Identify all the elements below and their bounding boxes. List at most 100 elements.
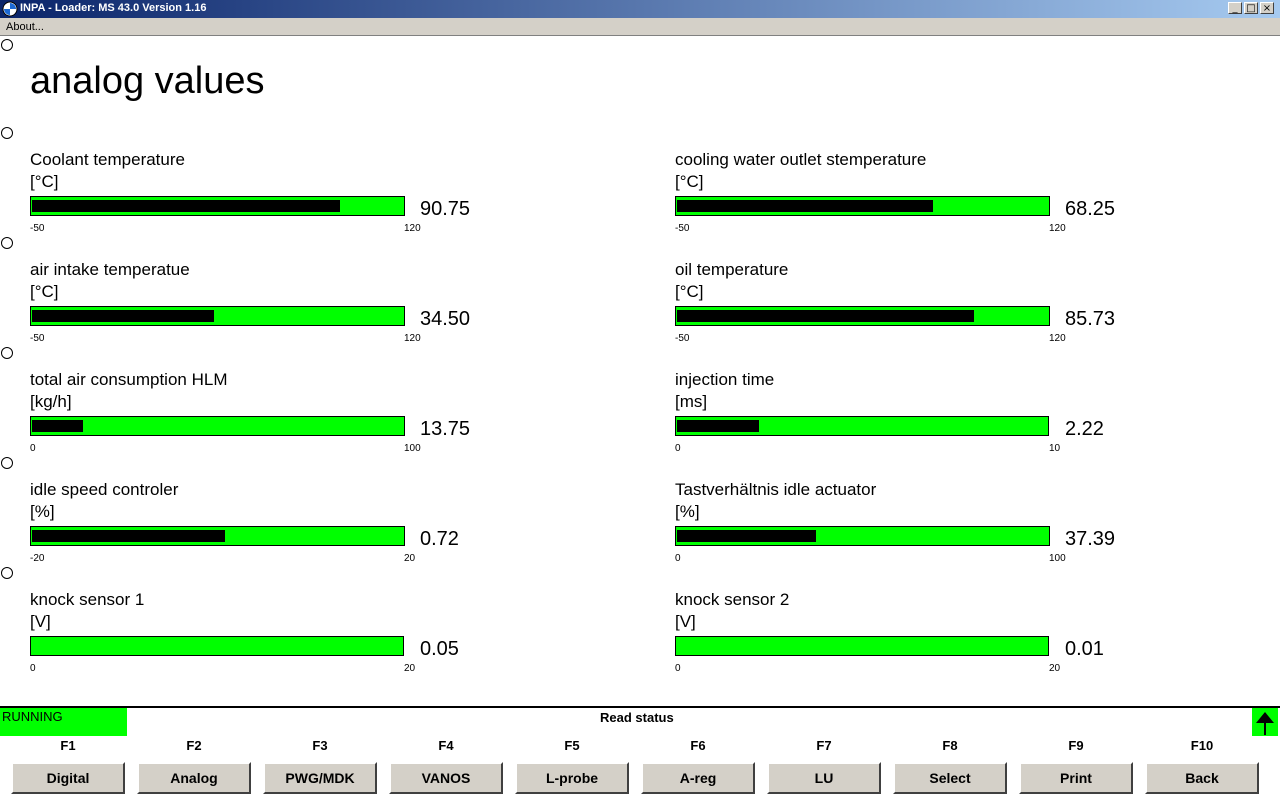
gauge-value: 34.50 bbox=[420, 308, 471, 330]
fkey-label-f7: F7 bbox=[816, 738, 832, 753]
gauge-value: 0.72 bbox=[420, 528, 459, 550]
pwg-mdk-button[interactable]: PWG/MDK bbox=[263, 762, 377, 794]
gauge-label: air intake temperatue bbox=[30, 260, 190, 279]
gauge-max: 20 bbox=[404, 553, 416, 564]
gauge-value: 0.05 bbox=[420, 638, 459, 660]
shift-button[interactable] bbox=[1252, 708, 1278, 736]
arrow-up-icon bbox=[1256, 712, 1274, 735]
gauge-max: 120 bbox=[1049, 223, 1066, 234]
analog-button[interactable]: Analog bbox=[137, 762, 251, 794]
vanos-button[interactable]: VANOS bbox=[389, 762, 503, 794]
digital-button[interactable]: Digital bbox=[11, 762, 125, 794]
fkey-label-f1: F1 bbox=[60, 738, 76, 753]
row-marker-icon bbox=[1, 127, 13, 139]
gauge-fill bbox=[32, 420, 83, 432]
gauge-min: 0 bbox=[675, 443, 681, 454]
row-marker-icon bbox=[1, 457, 13, 469]
gauge-max: 20 bbox=[404, 663, 416, 674]
select-button[interactable]: Select bbox=[893, 762, 1007, 794]
gauge-bar bbox=[30, 416, 405, 436]
gauge-value: 90.75 bbox=[420, 198, 471, 220]
gauge-air-intake-temperature: air intake temperatue [°C] 34.50 -50 120 bbox=[30, 260, 550, 360]
gauge-injection-time: injection time [ms] 2.22 0 10 bbox=[675, 370, 1195, 470]
gauge-min: 0 bbox=[675, 663, 681, 674]
fkey-label-f10: F10 bbox=[1190, 738, 1214, 753]
gauge-min: -50 bbox=[30, 223, 45, 234]
gauge-value: 2.22 bbox=[1065, 418, 1104, 440]
gauge-value: 37.39 bbox=[1065, 528, 1116, 550]
gauge-coolant-temperature: Coolant temperature [°C] 90.75 -50 120 bbox=[30, 150, 550, 250]
minimize-button[interactable]: _ bbox=[1228, 2, 1242, 14]
gauge-bar bbox=[30, 526, 405, 546]
gauge-bar bbox=[30, 306, 405, 326]
gauge-fill bbox=[32, 530, 225, 542]
gauge-label: total air consumption HLM bbox=[30, 370, 228, 389]
read-status-label: Read status bbox=[600, 710, 674, 725]
gauge-max: 100 bbox=[1049, 553, 1066, 564]
maximize-button[interactable]: □ bbox=[1244, 2, 1258, 14]
gauge-outlet-temperature: cooling water outlet stemperature [°C] 6… bbox=[675, 150, 1195, 250]
gauge-min: -50 bbox=[675, 333, 690, 344]
gauge-label: knock sensor 2 bbox=[675, 590, 790, 609]
gauge-bar bbox=[675, 636, 1049, 656]
gauge-unit: [ms] bbox=[675, 392, 708, 411]
fkey-label-f9: F9 bbox=[1068, 738, 1084, 753]
title-bar: INPA - Loader: MS 43.0 Version 1.16 _ □ … bbox=[0, 0, 1280, 18]
gauge-knock-sensor-1: knock sensor 1 [V] 0.05 0 20 bbox=[30, 590, 550, 690]
close-button[interactable]: × bbox=[1260, 2, 1274, 14]
window-title: INPA - Loader: MS 43.0 Version 1.16 bbox=[20, 2, 207, 14]
gauge-bar bbox=[675, 526, 1050, 546]
gauge-value: 13.75 bbox=[420, 418, 471, 440]
function-key-panel: RUNNING Read status F1 Digital F2 Analog… bbox=[0, 706, 1280, 800]
gauge-max: 20 bbox=[1049, 663, 1061, 674]
gauge-max: 120 bbox=[404, 223, 421, 234]
a-reg-button[interactable]: A-reg bbox=[641, 762, 755, 794]
gauge-label: oil temperature bbox=[675, 260, 789, 279]
gauge-label: knock sensor 1 bbox=[30, 590, 145, 609]
gauge-label: cooling water outlet stemperature bbox=[675, 150, 927, 169]
gauge-fill bbox=[677, 310, 974, 322]
fkey-label-f5: F5 bbox=[564, 738, 580, 753]
gauge-oil-temperature: oil temperature [°C] 85.73 -50 120 bbox=[675, 260, 1195, 360]
app-logo-icon bbox=[2, 1, 18, 17]
gauge-value: 68.25 bbox=[1065, 198, 1116, 220]
gauge-unit: [V] bbox=[30, 612, 51, 631]
row-marker-icon bbox=[1, 347, 13, 359]
menu-about[interactable]: About... bbox=[6, 21, 44, 33]
gauge-min: -20 bbox=[30, 553, 45, 564]
row-marker-icon bbox=[1, 39, 13, 51]
gauge-bar bbox=[675, 196, 1050, 216]
gauge-min: -50 bbox=[30, 333, 45, 344]
gauge-unit: [%] bbox=[30, 502, 55, 521]
gauge-bar bbox=[30, 196, 405, 216]
fkey-label-f4: F4 bbox=[438, 738, 454, 753]
lu-button[interactable]: LU bbox=[767, 762, 881, 794]
gauge-label: Coolant temperature bbox=[30, 150, 185, 169]
gauge-unit: [%] bbox=[675, 502, 700, 521]
menu-bar: About... bbox=[0, 18, 1280, 36]
gauge-idle-speed-controler: idle speed controler [%] 0.72 -20 20 bbox=[30, 480, 550, 580]
fkey-label-f8: F8 bbox=[942, 738, 958, 753]
gauge-bar bbox=[675, 416, 1049, 436]
gauge-min: 0 bbox=[30, 443, 36, 454]
fkey-label-f3: F3 bbox=[312, 738, 328, 753]
gauge-bar bbox=[675, 306, 1050, 326]
gauge-label: Tastverhältnis idle actuator bbox=[675, 480, 877, 499]
gauge-min: -50 bbox=[675, 223, 690, 234]
gauge-bar bbox=[30, 636, 404, 656]
gauge-fill bbox=[677, 530, 816, 542]
fkey-label-f6: F6 bbox=[690, 738, 706, 753]
gauge-unit: [V] bbox=[675, 612, 696, 631]
row-marker-icon bbox=[1, 567, 13, 579]
l-probe-button[interactable]: L-probe bbox=[515, 762, 629, 794]
gauge-total-air-consumption: total air consumption HLM [kg/h] 13.75 0… bbox=[30, 370, 550, 470]
gauge-unit: [kg/h] bbox=[30, 392, 72, 411]
row-marker-icon bbox=[1, 237, 13, 249]
print-button[interactable]: Print bbox=[1019, 762, 1133, 794]
back-button[interactable]: Back bbox=[1145, 762, 1259, 794]
gauge-unit: [°C] bbox=[30, 282, 59, 301]
gauge-max: 10 bbox=[1049, 443, 1061, 454]
gauge-max: 120 bbox=[1049, 333, 1066, 344]
gauge-value: 85.73 bbox=[1065, 308, 1116, 330]
gauge-unit: [°C] bbox=[675, 172, 704, 191]
